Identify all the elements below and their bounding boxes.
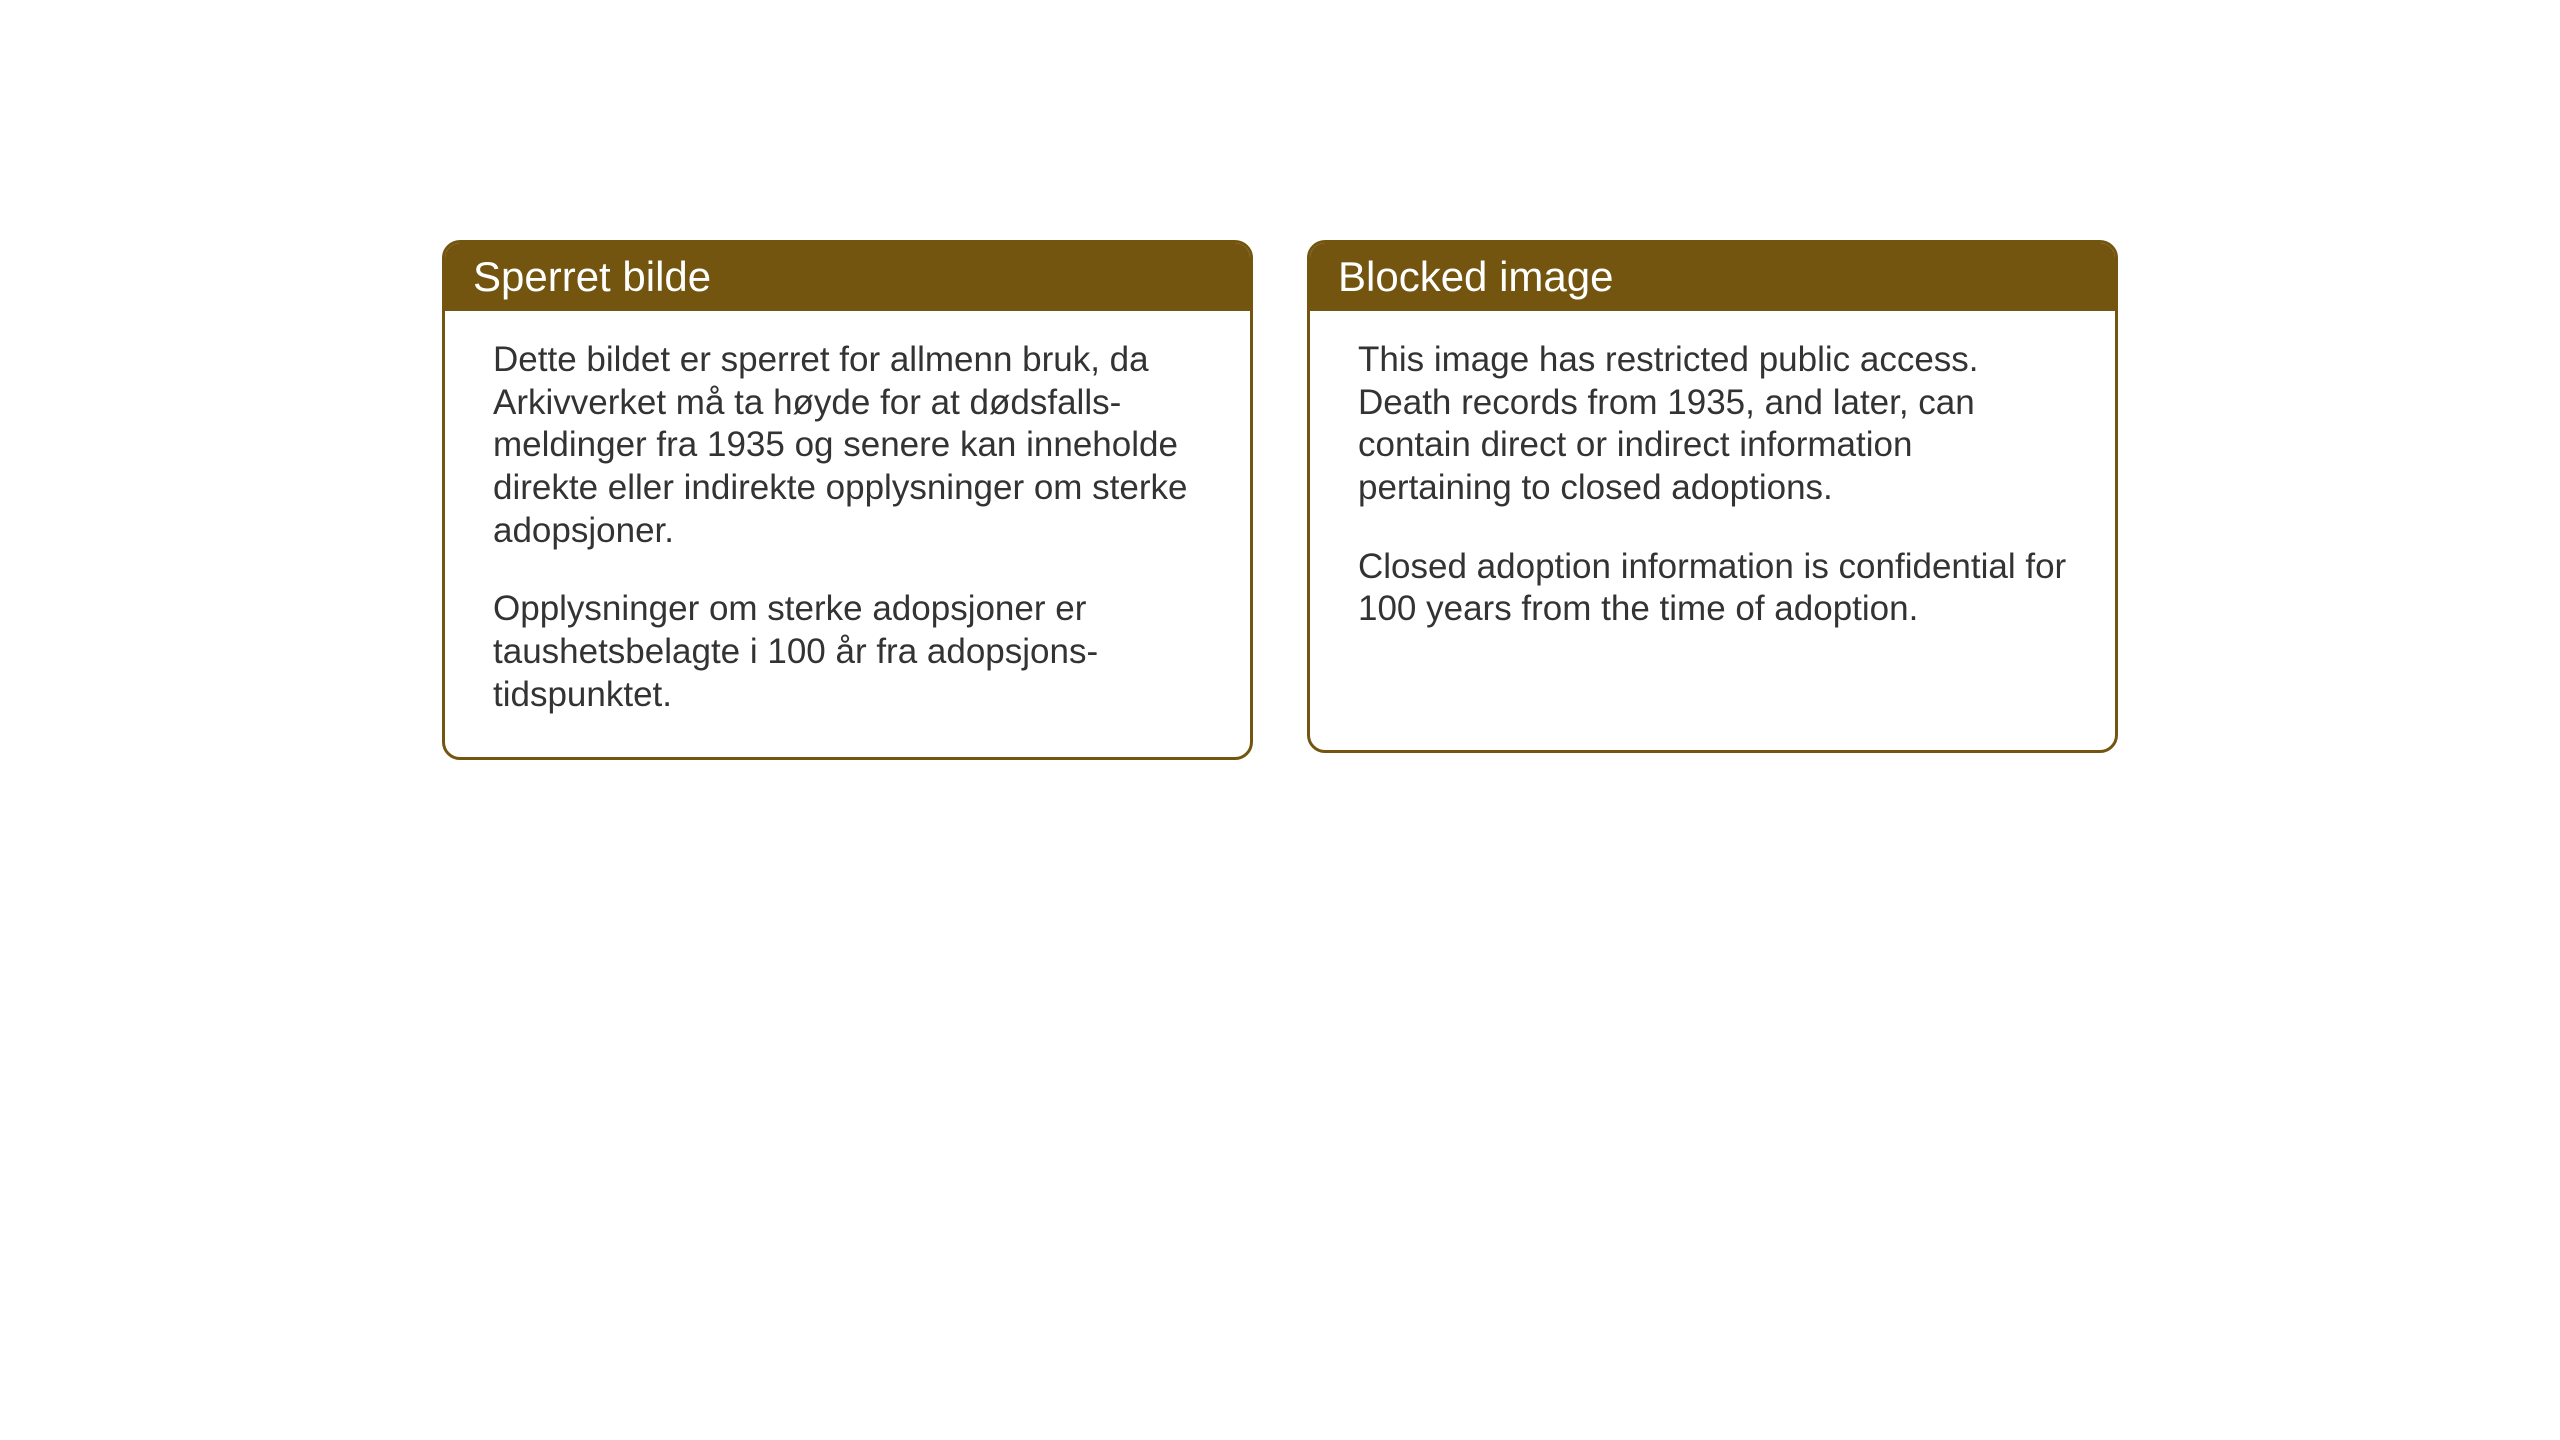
card-body-norwegian: Dette bildet er sperret for allmenn bruk… bbox=[445, 311, 1250, 757]
card-paragraph1-norwegian: Dette bildet er sperret for allmenn bruk… bbox=[493, 339, 1202, 552]
notice-card-norwegian: Sperret bilde Dette bildet er sperret fo… bbox=[442, 240, 1253, 760]
card-title-norwegian: Sperret bilde bbox=[473, 253, 711, 300]
card-header-english: Blocked image bbox=[1310, 243, 2115, 311]
card-header-norwegian: Sperret bilde bbox=[445, 243, 1250, 311]
card-paragraph1-english: This image has restricted public access.… bbox=[1358, 339, 2067, 510]
card-paragraph2-norwegian: Opplysninger om sterke adopsjoner er tau… bbox=[493, 588, 1202, 716]
notice-card-english: Blocked image This image has restricted … bbox=[1307, 240, 2118, 753]
card-title-english: Blocked image bbox=[1338, 253, 1613, 300]
card-paragraph2-english: Closed adoption information is confident… bbox=[1358, 546, 2067, 631]
notice-cards-container: Sperret bilde Dette bildet er sperret fo… bbox=[442, 240, 2118, 760]
card-body-english: This image has restricted public access.… bbox=[1310, 311, 2115, 671]
